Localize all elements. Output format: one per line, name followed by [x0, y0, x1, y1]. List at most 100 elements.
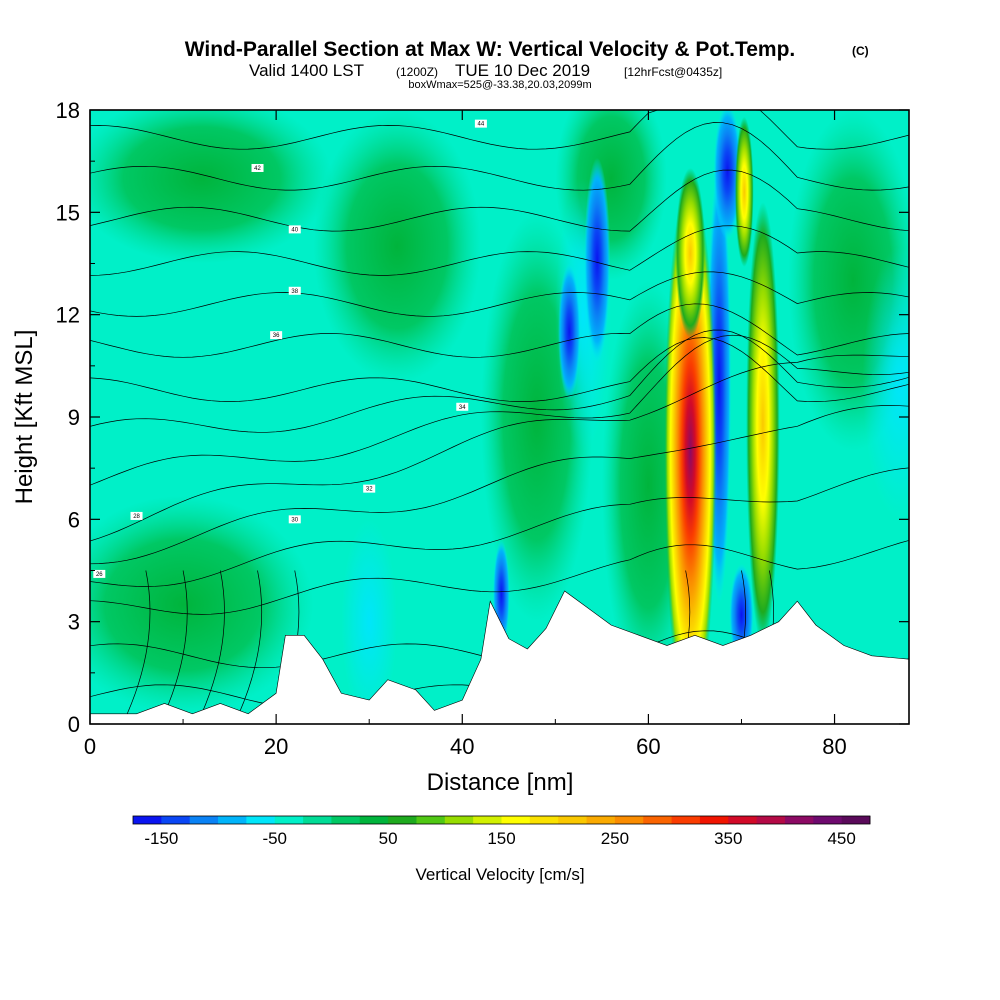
colorbar-swatch	[246, 816, 276, 824]
colorbar-swatch	[444, 816, 474, 824]
terrain	[90, 590, 909, 724]
theta-contour-label: 36	[270, 331, 283, 340]
updraft-core-main	[664, 178, 717, 724]
colorbar-swatch	[161, 816, 191, 824]
svg-text:42: 42	[254, 166, 261, 172]
svg-text:28: 28	[133, 514, 140, 520]
colorbar-swatch	[359, 816, 389, 824]
colorbar-tick-label: 50	[379, 829, 398, 848]
theta-contour-label: 26	[93, 569, 106, 578]
colorbar-swatch	[274, 816, 304, 824]
x-tick-label: 40	[450, 734, 474, 759]
subtitle-date: TUE 10 Dec 2019	[455, 61, 590, 80]
y-tick-label: 3	[68, 610, 80, 635]
colorbar-swatch	[218, 816, 247, 824]
updraft-core-secondary	[746, 202, 780, 646]
theta-contour-line	[90, 540, 909, 615]
theta-contour-label: 34	[456, 402, 469, 411]
x-axis: 0 20 40 60 80	[84, 110, 847, 759]
subtitle-utc: (1200Z)	[396, 65, 438, 79]
svg-text:40: 40	[291, 227, 298, 233]
theta-contour-line	[90, 354, 909, 542]
x-tick-label: 80	[822, 734, 846, 759]
colorbar-swatch	[416, 816, 446, 824]
svg-text:36: 36	[273, 333, 280, 339]
green-region-upper-mid	[313, 110, 481, 383]
theta-contour-line	[90, 337, 909, 402]
colorbar-swatch	[671, 816, 701, 824]
colorbar-tick-label: -150	[144, 829, 178, 848]
theta-contour-line	[90, 405, 909, 565]
colorbar-swatch	[133, 816, 162, 824]
subtitle-valid: Valid 1400 LST	[249, 61, 364, 80]
theta-contour-label: 44	[474, 119, 487, 128]
colorbar: -150 -50 50 150 250 350 450	[132, 815, 871, 848]
svg-text:34: 34	[459, 405, 466, 411]
colorbar-swatch	[643, 816, 672, 824]
theta-contour-label: 40	[288, 225, 301, 234]
theta-contour-label: 28	[130, 511, 143, 520]
velocity-field: 44 42 40 38 36 34 32 30 28 26	[90, 110, 909, 724]
y-tick-label: 0	[68, 712, 80, 737]
downdraft-core-upper	[584, 157, 611, 363]
theta-contour-line	[90, 467, 909, 587]
theta-contour-line	[90, 169, 909, 232]
colorbar-swatch	[558, 816, 587, 824]
colorbar-tick-label: 150	[487, 829, 515, 848]
colorbar-swatch	[331, 816, 361, 824]
svg-text:32: 32	[366, 487, 373, 493]
info-line: boxWmax=525@-33.38,20.03,2099m	[408, 79, 591, 91]
colorbar-swatch	[501, 816, 531, 824]
downdraft-core-diag	[558, 263, 581, 400]
colorbar-swatch	[388, 816, 417, 824]
colorbar-tick-label: 450	[827, 829, 855, 848]
updraft-core-top	[734, 116, 754, 267]
colorbar-tick-label: 250	[601, 829, 629, 848]
colorbar-swatch	[784, 816, 814, 824]
colorbar-swatch	[586, 816, 616, 824]
theta-contour-line	[90, 110, 909, 150]
colorbar-swatch	[473, 816, 502, 824]
colorbar-swatch	[303, 816, 332, 824]
updraft-core-upper	[675, 167, 706, 339]
cyan-patch-low	[341, 519, 398, 724]
colorbar-tick-label: 350	[714, 829, 742, 848]
svg-text:30: 30	[291, 517, 298, 523]
colorbar-swatch	[189, 816, 219, 824]
y-tick-label: 15	[56, 200, 80, 225]
green-region-topleft	[90, 110, 332, 264]
theta-contour-arc	[238, 570, 263, 714]
colorbar-swatch	[756, 816, 786, 824]
theta-contour-line	[90, 303, 909, 358]
theta-contour-label: 42	[251, 163, 264, 172]
theta-contour-label: 32	[363, 484, 376, 493]
theta-contour-line	[90, 122, 909, 191]
theta-contour-label: 38	[288, 286, 301, 295]
y-tick-label: 9	[68, 405, 80, 430]
theta-contour-arc	[201, 570, 225, 714]
colorbar-swatch	[614, 816, 644, 824]
y-tick-label: 6	[68, 507, 80, 532]
theta-contour-label: 30	[288, 515, 301, 524]
theta-contour-line	[90, 225, 909, 276]
colorbar-frame	[132, 815, 871, 825]
chart-title: Wind-Parallel Section at Max W: Vertical…	[185, 38, 796, 61]
subtitle-forecast: [12hrFcst@0435z]	[624, 65, 722, 79]
svg-text:38: 38	[291, 289, 298, 295]
colorbar-swatch	[728, 816, 758, 824]
chart-title-mark: (C)	[852, 44, 869, 58]
y-tick-label: 18	[56, 98, 80, 123]
x-axis-label: Distance [nm]	[427, 769, 574, 796]
cyan-patch-right	[862, 246, 909, 520]
svg-text:44: 44	[478, 122, 485, 128]
colorbar-swatch	[813, 816, 843, 824]
colorbar-label: Vertical Velocity [cm/s]	[415, 865, 584, 884]
theta-contour-line	[90, 329, 909, 433]
svg-text:26: 26	[96, 572, 103, 578]
colorbar-swatch	[699, 816, 729, 824]
theta-contour-arc	[164, 570, 188, 714]
green-region-lowleft	[90, 495, 314, 714]
x-tick-label: 0	[84, 734, 96, 759]
